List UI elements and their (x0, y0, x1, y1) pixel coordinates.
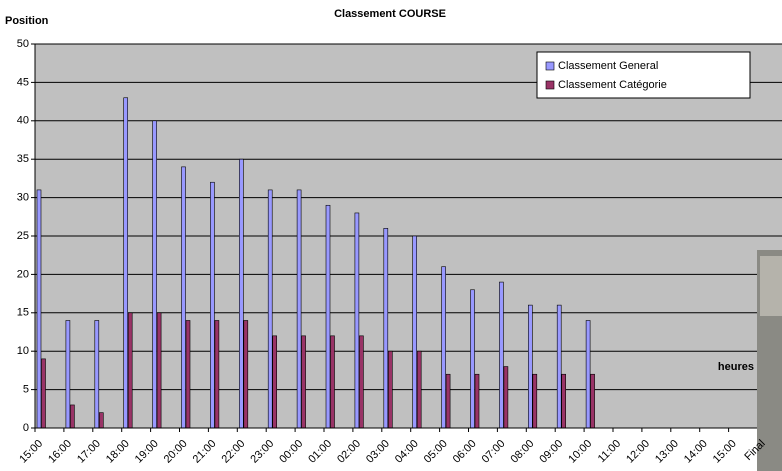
legend-label: Classement Catégorie (558, 79, 667, 91)
legend-label: Classement General (558, 60, 658, 72)
bar (239, 159, 243, 428)
bar (413, 236, 417, 428)
bar (124, 98, 128, 428)
chart: Classement COURSE Position heures Classe… (0, 0, 782, 471)
x-tick-label: 06:00 (451, 438, 479, 466)
bar (66, 320, 70, 428)
x-tick-label: 17:00 (75, 438, 103, 466)
x-tick-label: 20:00 (162, 438, 190, 466)
x-tick-label: 02:00 (335, 438, 363, 466)
x-tick-label: 08:00 (509, 438, 537, 466)
x-tick-label: 23:00 (248, 438, 276, 466)
x-tick-label: 01:00 (306, 438, 334, 466)
bar (562, 374, 566, 428)
bar (471, 290, 475, 428)
x-tick-label: 13:00 (653, 438, 681, 466)
x-tick-label: 10:00 (566, 438, 594, 466)
chart-title: Classement COURSE (334, 8, 446, 20)
x-tick-label: 15:00 (711, 438, 739, 466)
bar (442, 267, 446, 428)
bar (186, 320, 190, 428)
bar (326, 205, 330, 428)
legend-swatch (546, 62, 554, 70)
x-tick-label: 07:00 (480, 438, 508, 466)
bar (504, 367, 508, 428)
bar (591, 374, 595, 428)
overlay-image-detail (760, 256, 782, 316)
x-tick-label: 03:00 (364, 438, 392, 466)
bar (528, 305, 532, 428)
bar (331, 336, 335, 428)
bar (302, 336, 306, 428)
x-tick-label: 00:00 (277, 438, 305, 466)
legend-box (537, 52, 750, 98)
bar (128, 313, 132, 428)
y-tick-label: 40 (17, 115, 29, 127)
y-tick-label: 10 (17, 345, 29, 357)
y-tick-label: 45 (17, 76, 29, 88)
x-tick-label: 12:00 (624, 438, 652, 466)
y-tick-label: 50 (17, 38, 29, 50)
bar (533, 374, 537, 428)
y-tick-label: 25 (17, 230, 29, 242)
bar (446, 374, 450, 428)
legend-swatch (546, 81, 554, 89)
bar (273, 336, 277, 428)
bar (215, 320, 219, 428)
x-tick-label: 16:00 (46, 438, 74, 466)
y-tick-label: 20 (17, 268, 29, 280)
bar (384, 228, 388, 428)
bar (153, 121, 157, 428)
bar (297, 190, 301, 428)
bar (388, 351, 392, 428)
bar (95, 320, 99, 428)
y-tick-label: 35 (17, 153, 29, 165)
y-tick-label: 15 (17, 307, 29, 319)
y-tick-label: 30 (17, 192, 29, 204)
bar (210, 182, 214, 428)
bar (268, 190, 272, 428)
bar (355, 213, 359, 428)
bar (359, 336, 363, 428)
x-tick-label: 04:00 (393, 438, 421, 466)
y-axis-title: Position (5, 15, 49, 27)
y-tick-label: 5 (23, 384, 29, 396)
bar (182, 167, 186, 428)
bar (417, 351, 421, 428)
bar (475, 374, 479, 428)
bar (70, 405, 74, 428)
bar (157, 313, 161, 428)
x-tick-label: 11:00 (596, 438, 623, 465)
x-tick-label: 14:00 (682, 438, 710, 466)
bar (499, 282, 503, 428)
x-tick-label: 15:00 (17, 438, 45, 466)
x-tick-label: 05:00 (422, 438, 450, 466)
bar (586, 320, 590, 428)
x-tick-label: 09:00 (537, 438, 565, 466)
y-tick-label: 0 (23, 422, 29, 434)
bar (37, 190, 41, 428)
x-tick-label: 22:00 (220, 438, 248, 466)
bar (557, 305, 561, 428)
bar (99, 413, 103, 428)
x-tick-label: 19:00 (133, 438, 161, 466)
bar (244, 320, 248, 428)
bar (42, 359, 46, 428)
x-axis-title: heures (718, 361, 754, 373)
x-tick-label: 21:00 (191, 438, 219, 466)
x-tick-label: 18:00 (104, 438, 132, 466)
